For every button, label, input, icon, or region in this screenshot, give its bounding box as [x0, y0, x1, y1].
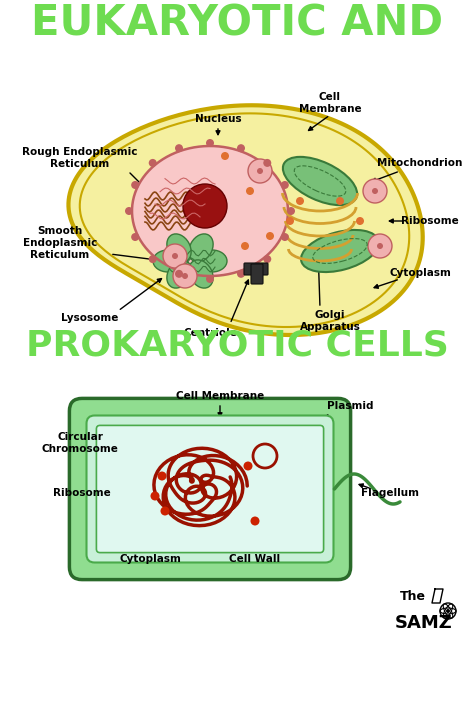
Circle shape: [163, 244, 187, 268]
Circle shape: [175, 269, 183, 278]
Text: Nucleus: Nucleus: [195, 114, 241, 124]
Circle shape: [263, 255, 271, 263]
Circle shape: [157, 471, 166, 481]
Circle shape: [149, 159, 157, 167]
FancyBboxPatch shape: [86, 415, 334, 562]
Text: The: The: [400, 589, 426, 602]
Ellipse shape: [167, 234, 191, 262]
Polygon shape: [132, 146, 288, 276]
Text: Rough Endoplasmic
Reticulum: Rough Endoplasmic Reticulum: [22, 147, 138, 169]
Circle shape: [182, 273, 188, 279]
Circle shape: [183, 184, 227, 228]
Circle shape: [281, 233, 289, 241]
Circle shape: [281, 181, 289, 189]
Ellipse shape: [301, 230, 379, 272]
FancyBboxPatch shape: [96, 425, 324, 552]
Circle shape: [368, 234, 392, 258]
Circle shape: [336, 197, 344, 205]
Text: EUKARYOTIC AND: EUKARYOTIC AND: [31, 2, 443, 44]
Circle shape: [172, 253, 178, 259]
Ellipse shape: [153, 250, 183, 272]
Text: Lysosome: Lysosome: [61, 313, 118, 323]
FancyBboxPatch shape: [69, 398, 351, 579]
Text: Centriole: Centriole: [183, 328, 237, 338]
Circle shape: [131, 233, 139, 241]
Polygon shape: [68, 105, 423, 335]
Text: Golgi
Apparatus: Golgi Apparatus: [300, 310, 360, 332]
Circle shape: [173, 264, 197, 288]
Circle shape: [175, 144, 183, 152]
Text: PROKARYOTIC CELLS: PROKARYOTIC CELLS: [26, 329, 448, 363]
Text: Flagellum: Flagellum: [361, 488, 419, 498]
Circle shape: [266, 232, 274, 240]
Ellipse shape: [197, 250, 227, 272]
Text: Cytoplasm: Cytoplasm: [389, 268, 451, 278]
Circle shape: [125, 207, 133, 215]
Circle shape: [248, 159, 272, 183]
Circle shape: [286, 217, 294, 225]
Text: Cell
Membrane: Cell Membrane: [299, 92, 361, 114]
FancyBboxPatch shape: [251, 264, 263, 284]
Circle shape: [356, 217, 364, 225]
Ellipse shape: [283, 157, 357, 205]
Ellipse shape: [189, 234, 213, 262]
Circle shape: [244, 461, 253, 471]
Text: Cell Membrane: Cell Membrane: [176, 391, 264, 401]
Text: Ribosome: Ribosome: [53, 488, 111, 498]
Text: Circular
Chromosome: Circular Chromosome: [42, 432, 118, 454]
Text: Cytoplasm: Cytoplasm: [119, 554, 181, 564]
Circle shape: [221, 152, 229, 160]
Circle shape: [206, 139, 214, 147]
Circle shape: [372, 188, 378, 194]
Text: Plasmid: Plasmid: [327, 401, 373, 411]
Ellipse shape: [189, 260, 213, 288]
FancyBboxPatch shape: [244, 263, 268, 275]
Circle shape: [149, 255, 157, 263]
Circle shape: [263, 159, 271, 167]
Circle shape: [237, 269, 245, 278]
Circle shape: [151, 491, 159, 501]
Circle shape: [131, 181, 139, 189]
Circle shape: [250, 516, 259, 525]
Text: Cell Wall: Cell Wall: [229, 554, 281, 564]
Text: Smooth
Endoplasmic
Reticulum: Smooth Endoplasmic Reticulum: [23, 226, 97, 260]
Ellipse shape: [167, 260, 191, 288]
Circle shape: [296, 197, 304, 205]
Circle shape: [257, 168, 263, 174]
Text: Mitochondrion: Mitochondrion: [377, 158, 463, 168]
Circle shape: [161, 506, 170, 515]
Circle shape: [287, 207, 295, 215]
Circle shape: [246, 187, 254, 195]
Circle shape: [363, 179, 387, 203]
Text: SAMZ: SAMZ: [395, 614, 453, 632]
Circle shape: [446, 609, 450, 613]
Circle shape: [206, 275, 214, 283]
Circle shape: [377, 243, 383, 249]
Circle shape: [241, 242, 249, 250]
Text: Ribosome: Ribosome: [401, 216, 459, 226]
Circle shape: [237, 144, 245, 152]
